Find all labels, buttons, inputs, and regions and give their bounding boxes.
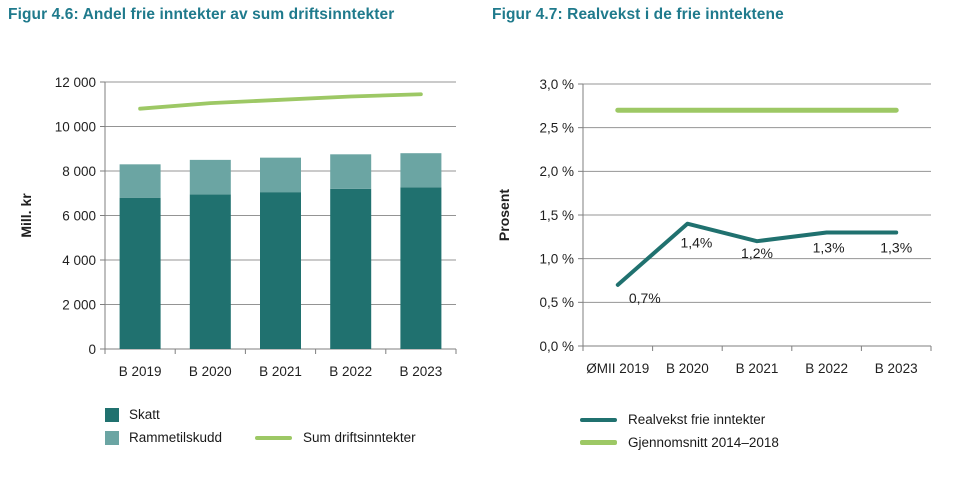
x-category-label: B 2020: [189, 364, 232, 379]
figure-4-6-title: Figur 4.6: Andel frie inntekter av sum d…: [8, 6, 395, 23]
x-category-label: B 2020: [666, 361, 709, 376]
x-category-label: B 2022: [805, 361, 848, 376]
y-axis-title: Mill. kr: [18, 193, 34, 238]
bar-skatt-B 2020: [189, 194, 231, 349]
legend-item-gjennomsnitt: Gjennomsnitt 2014–2018: [580, 435, 779, 450]
sum-driftsinntekter-swatch: [255, 435, 293, 440]
y-tick-label: 2 000: [62, 297, 96, 312]
y-tick-label: 12 000: [55, 75, 96, 90]
y-tick-label: 0,5 %: [539, 295, 574, 310]
y-tick-label: 4 000: [62, 253, 96, 268]
bar-skatt-B 2019: [119, 197, 161, 349]
y-tick-label: 6 000: [62, 208, 96, 223]
legend-item-realvekst: Realvekst frie inntekter: [580, 412, 779, 427]
bar-rammetilskudd-B 2022: [330, 154, 372, 189]
y-tick-label: 3,0 %: [539, 77, 574, 92]
sum-driftsinntekter-line: [138, 92, 423, 111]
realvekst-line: [615, 221, 899, 287]
x-category-label: B 2019: [119, 364, 162, 379]
x-category-label: ØMII 2019: [586, 361, 649, 376]
bar-skatt-B 2021: [260, 192, 301, 349]
y-tick-label: 2,0 %: [539, 164, 574, 179]
data-label: 1,3%: [813, 239, 845, 255]
gjennomsnitt-swatch: [580, 440, 617, 445]
y-tick-label: 0: [88, 342, 96, 357]
legend-label: Realvekst frie inntekter: [628, 412, 766, 427]
y-tick-label: 0,0 %: [539, 339, 574, 354]
x-category-label: B 2023: [875, 361, 918, 376]
x-category-label: B 2021: [259, 364, 302, 379]
x-category-label: B 2022: [329, 364, 372, 379]
bar-rammetilskudd-B 2019: [119, 164, 161, 198]
legend-figure-4-7: Realvekst frie inntekter Gjennomsnitt 20…: [580, 412, 779, 458]
legend-figure-4-6: Skatt Rammetilskudd Sum driftsinntekter: [105, 407, 416, 453]
x-category-label: B 2021: [736, 361, 779, 376]
legend-label: Rammetilskudd: [129, 430, 223, 445]
legend-item-skatt: Skatt: [105, 407, 416, 422]
data-label: 1,4%: [680, 235, 712, 251]
legend-label: Sum driftsinntekter: [303, 430, 416, 445]
realvekst-swatch: [580, 417, 617, 422]
legend-label: Skatt: [129, 407, 160, 422]
bar-rammetilskudd-B 2020: [189, 159, 231, 195]
y-tick-label: 1,0 %: [539, 251, 574, 266]
skatt-swatch: [105, 407, 119, 422]
legend-label: Gjennomsnitt 2014–2018: [628, 435, 779, 450]
rammetilskudd-swatch: [105, 430, 119, 445]
x-category-label: B 2023: [400, 364, 443, 379]
bar-rammetilskudd-B 2021: [260, 157, 301, 193]
y-axis-title: Prosent: [496, 189, 512, 241]
y-tick-label: 1,5 %: [539, 208, 574, 223]
bar-skatt-B 2022: [330, 188, 372, 349]
y-tick-label: 2,5 %: [539, 120, 574, 135]
bar-skatt-B 2023: [400, 187, 442, 349]
figure-4-7-title: Figur 4.7: Realvekst i de frie inntekten…: [492, 6, 784, 23]
y-tick-label: 10 000: [55, 119, 96, 134]
data-label: 0,7%: [629, 290, 661, 306]
legend-item-rammetilskudd: Rammetilskudd Sum driftsinntekter: [105, 430, 416, 445]
y-tick-label: 8 000: [62, 164, 96, 179]
data-label: 1,3%: [880, 239, 912, 255]
bar-rammetilskudd-B 2023: [400, 153, 442, 188]
data-label: 1,2%: [741, 245, 773, 261]
